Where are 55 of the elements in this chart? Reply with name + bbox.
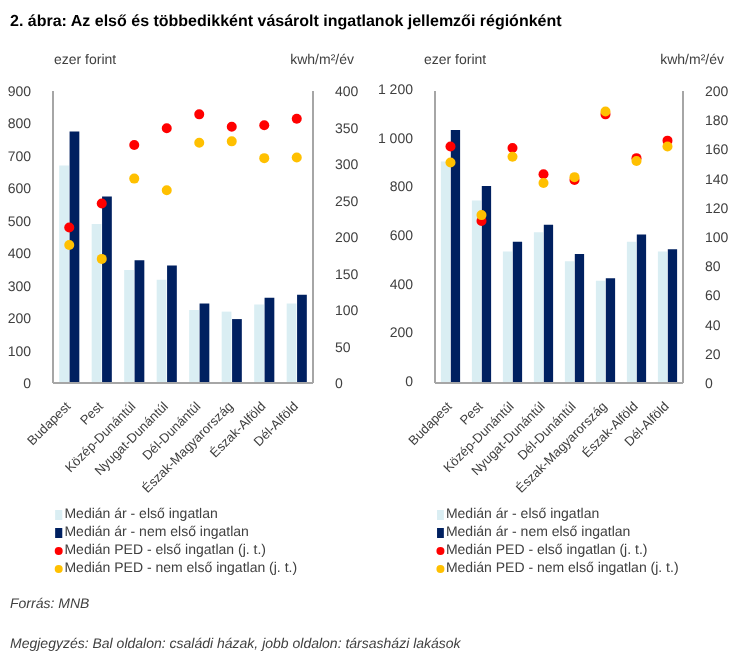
point — [129, 140, 140, 151]
bar — [232, 319, 242, 384]
point — [226, 137, 237, 148]
bar — [124, 270, 134, 384]
bar — [667, 250, 678, 384]
bar — [636, 235, 647, 384]
bar — [91, 224, 102, 384]
point — [194, 110, 205, 121]
bar — [221, 312, 232, 384]
point — [96, 199, 107, 210]
bar — [167, 266, 177, 384]
point — [129, 174, 140, 185]
point — [291, 153, 302, 164]
bar — [595, 281, 606, 384]
bar — [189, 310, 199, 384]
point — [445, 142, 456, 153]
bar — [564, 262, 575, 384]
bar — [471, 201, 482, 384]
bar — [502, 252, 513, 384]
point — [476, 210, 487, 221]
point — [259, 154, 270, 164]
bar — [605, 279, 616, 384]
bar — [102, 197, 112, 384]
bar — [574, 254, 585, 384]
bar — [481, 186, 492, 384]
point — [445, 158, 456, 169]
bar — [286, 304, 297, 384]
bar — [626, 242, 637, 384]
chart-title: 2. ábra: Az első és többedikként vásárolt ingatlanok jellemzői régiónként — [10, 12, 562, 30]
bar — [297, 295, 307, 384]
bar — [199, 304, 210, 384]
bar — [156, 280, 167, 384]
point — [259, 121, 270, 132]
bar — [440, 162, 451, 384]
point — [538, 178, 549, 189]
point — [194, 138, 205, 149]
bar — [254, 305, 264, 384]
point — [64, 240, 75, 251]
bar — [59, 166, 69, 384]
point — [64, 223, 75, 234]
bar — [533, 232, 544, 384]
point — [226, 122, 237, 133]
bar — [264, 298, 275, 384]
bar — [543, 225, 554, 384]
point — [291, 114, 302, 125]
bar — [450, 130, 461, 384]
point — [507, 152, 518, 163]
bar — [512, 242, 523, 384]
point — [662, 142, 673, 153]
point — [96, 254, 107, 265]
point — [507, 143, 518, 154]
bar — [657, 252, 668, 384]
point — [161, 124, 172, 135]
point — [161, 186, 172, 197]
bar — [134, 261, 145, 384]
